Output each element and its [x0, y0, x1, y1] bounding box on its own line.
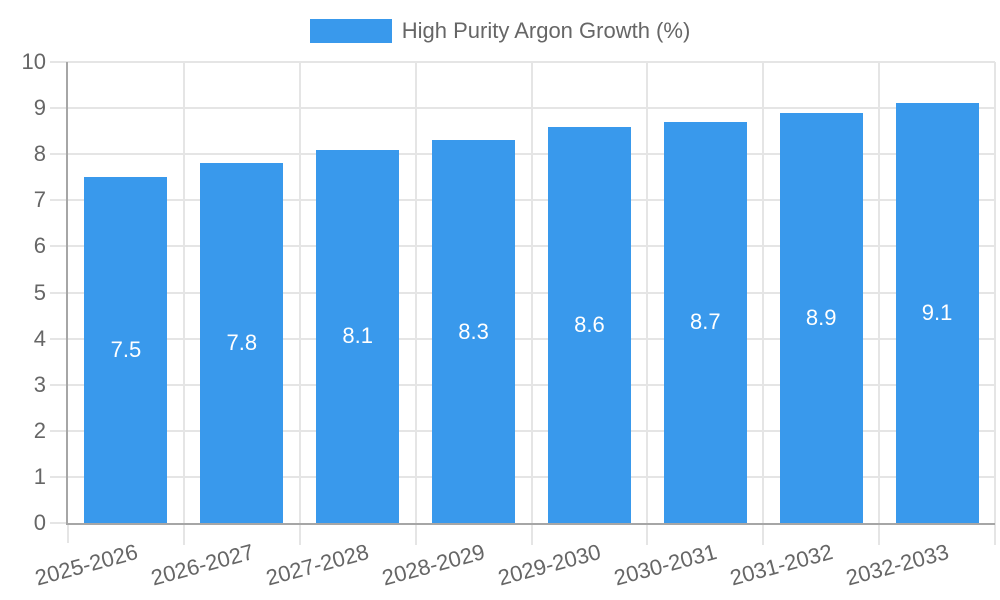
bar — [200, 163, 284, 523]
bar — [663, 121, 747, 523]
bar — [779, 112, 863, 523]
y-axis-tick-label: 3 — [33, 371, 46, 397]
x-axis-tick-label: 2029-2030 — [495, 539, 604, 591]
bar-value-label: 8.3 — [458, 318, 489, 344]
y-gridline — [50, 107, 995, 110]
bar-value-label: 8.9 — [805, 304, 837, 330]
y-gridline — [50, 429, 995, 432]
y-axis-tick-label: 0 — [33, 510, 46, 535]
x-axis-tick-label: 2028-2029 — [379, 539, 488, 591]
bar — [316, 149, 400, 523]
y-axis-tick-label: 9 — [33, 95, 46, 121]
bar-value-label: 8.6 — [574, 311, 605, 337]
x-axis-tick-label: 2032-2033 — [843, 539, 952, 591]
x-axis-tick-label: 2030-2031 — [611, 539, 720, 591]
chart-legend[interactable]: High Purity Argon Growth (%) — [0, 17, 1000, 45]
x-gridline — [414, 62, 417, 545]
y-axis-line — [66, 62, 68, 525]
x-axis-tick-label: 2025-2026 — [32, 539, 141, 591]
bar-value-label: 7.5 — [110, 337, 142, 363]
x-gridline — [530, 62, 533, 545]
y-gridline — [50, 383, 995, 386]
x-gridline — [878, 62, 881, 545]
bar — [84, 177, 168, 523]
y-axis-tick-label: 2 — [33, 417, 46, 443]
x-axis-tick-label: 2031-2032 — [727, 539, 836, 591]
bar-value-label: 9.1 — [921, 300, 953, 326]
legend-swatch-icon — [309, 19, 392, 43]
x-axis-line — [66, 523, 995, 525]
y-axis-tick-label: 5 — [33, 279, 46, 305]
bar — [895, 103, 979, 523]
y-axis-tick-label: 1 — [33, 463, 46, 489]
x-gridline — [646, 62, 649, 545]
legend-label: High Purity Argon Growth (%) — [401, 18, 691, 43]
x-gridline — [994, 62, 996, 545]
y-gridline — [50, 61, 995, 63]
bar — [547, 126, 631, 523]
x-tick — [67, 525, 69, 543]
x-axis-tick-label: 2026-2027 — [147, 539, 257, 591]
y-gridline — [50, 199, 995, 202]
y-gridline — [50, 475, 995, 478]
y-tick — [50, 522, 68, 524]
bar-value-label: 8.7 — [690, 309, 721, 335]
x-gridline — [182, 62, 185, 545]
x-gridline — [298, 62, 301, 545]
bar-value-label: 8.1 — [342, 323, 373, 349]
y-axis-tick-label: 10 — [21, 49, 46, 74]
y-gridline — [50, 337, 995, 340]
y-axis-tick-label: 8 — [33, 141, 46, 167]
bar-value-label: 7.8 — [226, 330, 258, 356]
y-gridline — [50, 153, 995, 156]
x-axis-tick-label: 2027-2028 — [263, 539, 372, 591]
y-axis-tick-label: 7 — [33, 187, 46, 213]
x-gridline — [762, 62, 765, 545]
y-gridline — [50, 291, 995, 294]
y-axis-tick-label: 4 — [33, 325, 46, 351]
bar — [432, 140, 516, 523]
y-axis-tick-label: 6 — [33, 233, 46, 259]
y-gridline — [50, 245, 995, 248]
